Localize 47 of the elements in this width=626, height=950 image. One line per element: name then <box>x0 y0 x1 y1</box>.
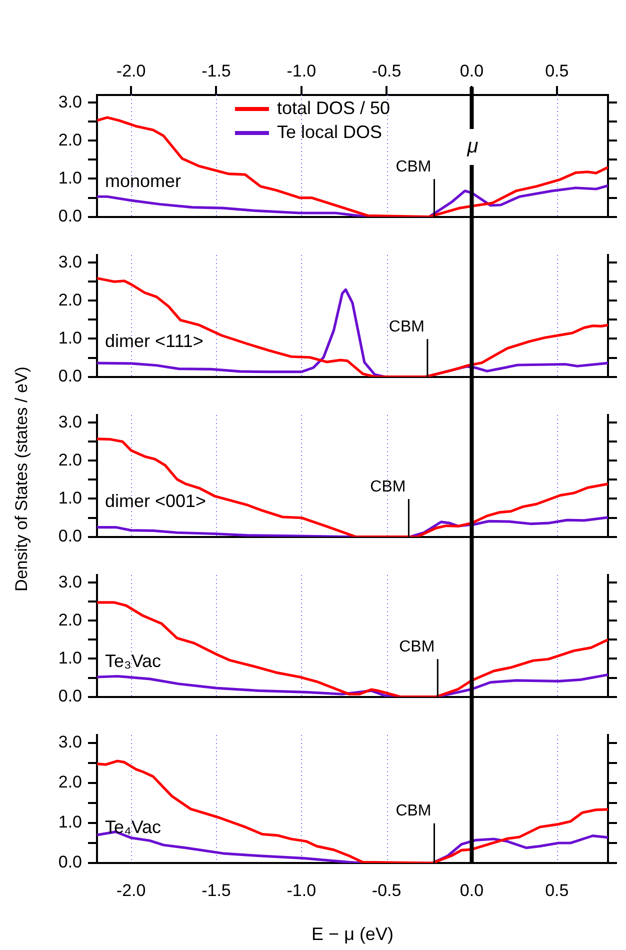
x-axis-title: E − μ (eV) <box>312 924 394 944</box>
x-tick-label: -0.5 <box>372 880 402 900</box>
y-tick-label: 2.0 <box>58 290 82 310</box>
y-tick-label: 3.0 <box>58 732 82 752</box>
legend-label: Te local DOS <box>276 122 382 142</box>
ref-line-label: CBM <box>396 158 432 176</box>
ref-line-label: CBM <box>370 478 406 496</box>
y-axis-title: Density of States (states / eV) <box>12 366 32 592</box>
text: Te₃Vac <box>105 650 162 671</box>
x2-tick-label: -2.0 <box>116 61 146 80</box>
y-tick-label: 3.0 <box>58 412 82 432</box>
y-tick-label: 1.0 <box>58 812 82 832</box>
text: dimer <111> <box>105 330 204 351</box>
y-tick-label: 1.0 <box>58 648 82 668</box>
y-tick-label: 2.0 <box>58 130 82 150</box>
text: Te₄Vac <box>105 817 162 837</box>
x-tick-label: -2.0 <box>116 880 146 900</box>
legend-label: total DOS / 50 <box>276 98 390 118</box>
ref-line-label: CBM <box>399 638 435 656</box>
x2-tick-label: -0.5 <box>372 61 402 80</box>
x2-tick-label: 0.0 <box>460 61 484 80</box>
y-tick-label: 3.0 <box>58 92 82 112</box>
y-tick-label: 0.0 <box>58 366 82 386</box>
text: dimer <001> <box>105 490 206 511</box>
ref-line-label: CBM <box>388 318 424 336</box>
x2-tick-label: 0.5 <box>545 61 569 80</box>
y-tick-label: 2.0 <box>58 610 82 630</box>
y-tick-label: 2.0 <box>58 772 82 792</box>
x2-tick-label: -1.5 <box>202 61 231 80</box>
x-tick-label: 0.0 <box>460 880 484 900</box>
y-tick-label: 0.0 <box>58 206 82 226</box>
y-tick-label: 0.0 <box>58 526 82 546</box>
y-tick-label: 3.0 <box>58 252 82 272</box>
y-tick-label: 0.0 <box>58 686 82 706</box>
y-tick-label: 0.0 <box>58 852 82 872</box>
x2-tick-label: -1.0 <box>286 61 316 80</box>
y-tick-label: 2.0 <box>58 450 82 470</box>
y-tick-label: 3.0 <box>58 572 82 592</box>
x-tick-label: 0.5 <box>545 880 569 900</box>
y-tick-label: 1.0 <box>58 328 82 348</box>
x-tick-label: -1.5 <box>202 880 231 900</box>
ref-line-label: CBM <box>396 802 432 820</box>
text: monomer <box>105 170 182 191</box>
y-tick-label: 1.0 <box>58 168 82 188</box>
y-tick-label: 1.0 <box>58 488 82 508</box>
ref-line-label: μ <box>466 136 478 158</box>
x-tick-label: -1.0 <box>286 880 316 900</box>
